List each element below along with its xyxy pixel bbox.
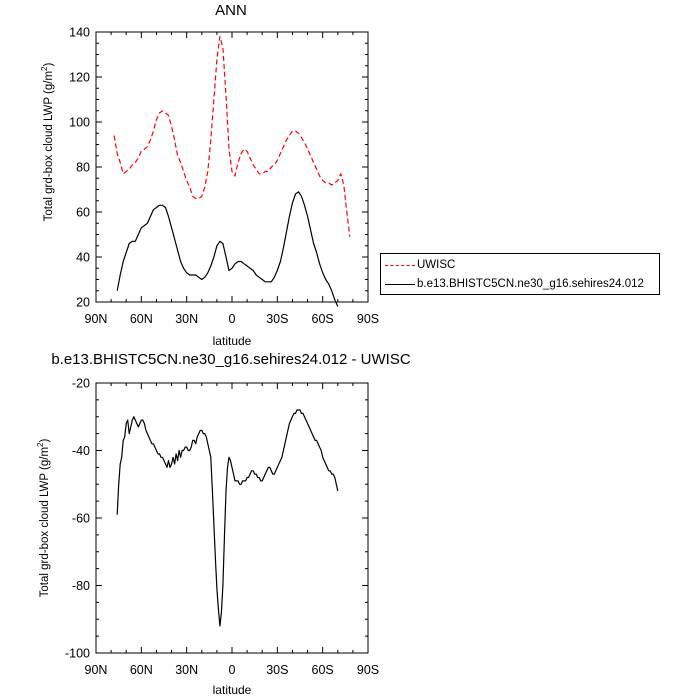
series-group-top bbox=[113, 35, 351, 307]
panel-top: ANN 90N 60N 30N 0 30S 60S 90S 20 40 60 80 100 120 140… bbox=[40, 2, 379, 348]
y-tick-label: 60 bbox=[76, 206, 90, 220]
x-tick-label: 0 bbox=[229, 312, 236, 326]
x-tick-label: 0 bbox=[229, 663, 236, 677]
legend-swatch-uwisc bbox=[385, 264, 415, 266]
legend-item-model: b.e13.BHISTC5CN.ne30_g16.sehires24.012 bbox=[385, 276, 644, 292]
chart-title-bottom: b.e13.BHISTC5CN.ne30_g16.sehires24.012 -… bbox=[51, 351, 411, 368]
y-tick-label: -100 bbox=[65, 647, 90, 661]
y-tick-label: 120 bbox=[69, 71, 90, 85]
x-tick-label: 60S bbox=[312, 312, 334, 326]
series-group-bottom bbox=[116, 409, 339, 627]
legend-label-uwisc: UWISC bbox=[417, 259, 456, 271]
x-tick-label: 90N bbox=[85, 312, 108, 326]
x-tick-label: 60S bbox=[312, 663, 334, 677]
y-axis-label-bottom-sup: 2 bbox=[36, 442, 45, 447]
plot-frame-top bbox=[95, 31, 369, 303]
chart-title-top: ANN bbox=[215, 2, 247, 19]
legend-swatch-model bbox=[385, 283, 415, 285]
y-axis-label-bottom-close: ) bbox=[39, 438, 51, 442]
x-axis-label-bottom: latitude bbox=[213, 683, 252, 697]
y-tick-label: -20 bbox=[72, 377, 90, 391]
x-tick-label: 90N bbox=[85, 663, 108, 677]
y-tick-label: 80 bbox=[76, 161, 90, 175]
y-axis-label-top-text: Total grd-box cloud LWP (g/m bbox=[43, 71, 55, 221]
y-tick-label: 40 bbox=[76, 251, 90, 265]
y-tick-label: 20 bbox=[76, 296, 90, 310]
y-tick-label: -60 bbox=[72, 512, 90, 526]
x-axis-label-top: latitude bbox=[213, 334, 252, 348]
ticks-bottom: 90N 60N 30N 0 30S 60S 90S -100 -80 -60 -40 -20 bbox=[65, 377, 379, 678]
x-tick-label: 30S bbox=[266, 663, 288, 677]
y-axis-label-bottom-text: Total grd-box cloud LWP (g/m bbox=[39, 447, 51, 597]
ticks-top: 90N 60N 30N 0 30S 60S 90S 20 40 60 80 100 120 140 bbox=[69, 26, 379, 327]
plot-area-top bbox=[95, 31, 369, 303]
series-line-difference-0 bbox=[116, 409, 339, 627]
legend-item-uwisc: UWISC bbox=[385, 257, 455, 273]
y-tick-label: 140 bbox=[69, 26, 90, 40]
y-axis-label-bottom: Total grd-box cloud LWP (g/m2) bbox=[36, 438, 51, 597]
series-line-b-e13-bhistc5cn-ne30-g16-sehires24-012 bbox=[116, 191, 339, 307]
panel-bottom: b.e13.BHISTC5CN.ne30_g16.sehires24.012 -… bbox=[36, 351, 411, 697]
y-tick-label: 100 bbox=[69, 116, 90, 130]
y-axis-label-top: Total grd-box cloud LWP (g/m2) bbox=[40, 62, 55, 221]
x-tick-label: 30N bbox=[175, 663, 198, 677]
x-tick-label: 30S bbox=[266, 312, 288, 326]
y-axis-label-top-sup: 2 bbox=[40, 66, 49, 71]
x-tick-label: 90S bbox=[357, 312, 379, 326]
legend-label-model: b.e13.BHISTC5CN.ne30_g16.sehires24.012 bbox=[417, 278, 644, 290]
legend: UWISC b.e13.BHISTC5CN.ne30_g16.sehires24… bbox=[380, 253, 660, 295]
y-axis-label-top-close: ) bbox=[43, 62, 55, 66]
x-tick-label: 90S bbox=[357, 663, 379, 677]
y-tick-label: -80 bbox=[72, 579, 90, 593]
y-tick-label: -40 bbox=[72, 444, 90, 458]
x-tick-label: 60N bbox=[130, 663, 153, 677]
x-tick-label: 30N bbox=[175, 312, 198, 326]
x-tick-label: 60N bbox=[130, 312, 153, 326]
series-line-uwisc bbox=[113, 35, 351, 237]
